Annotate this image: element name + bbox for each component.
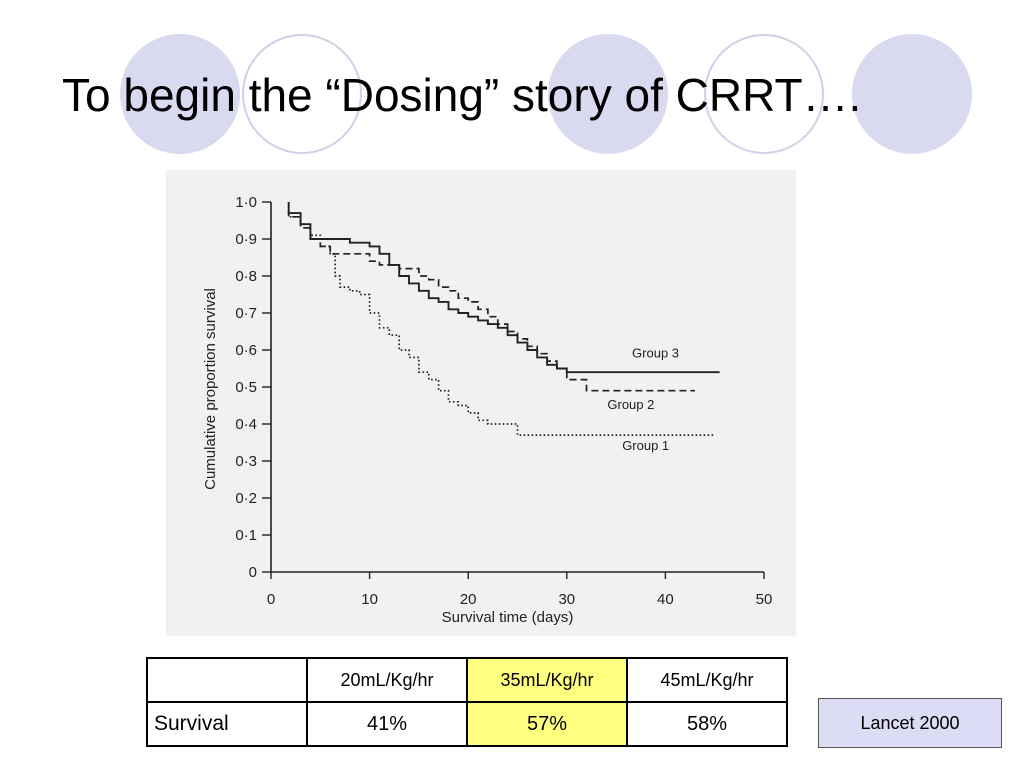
y-tick-label: 0	[249, 564, 257, 581]
survival-35-cell: 57%	[466, 701, 628, 747]
y-tick-label: 0·1	[235, 527, 257, 544]
survival-20-cell: 41%	[306, 701, 468, 747]
y-tick-label: 0·8	[235, 268, 257, 285]
x-tick-label: 50	[756, 591, 773, 608]
series-line-group-2	[287, 209, 695, 392]
x-tick-label: 20	[460, 591, 477, 608]
decorative-circle	[548, 34, 668, 154]
survival-45-cell: 58%	[626, 701, 788, 747]
table-header-row: 20mL/Kg/hr 35mL/Kg/hr 45mL/Kg/hr	[146, 657, 788, 703]
dose-45-header: 45mL/Kg/hr	[626, 657, 788, 703]
series-label-group-1: Group 1	[622, 438, 669, 453]
slide-title: To begin the “Dosing” story of CRRT….	[62, 69, 862, 121]
survival-row-label: Survival	[146, 701, 308, 747]
chart-svg: 0 10 20 30 40 50 0 0·1 0·2 0·3 0·4 0·5 0·6 0·7 0·8 0·9 1…	[202, 194, 773, 626]
dose-survival-table: 20mL/Kg/hr 35mL/Kg/hr 45mL/Kg/hr Surviva…	[146, 657, 788, 747]
citation-box: Lancet 2000	[818, 698, 1002, 748]
survival-chart: 0 10 20 30 40 50 0 0·1 0·2 0·3 0·4 0·5 0·6 0·7 0·8 0·9 1…	[166, 170, 796, 636]
series-label-group-3: Group 3	[632, 345, 679, 360]
y-tick-label: 0·3	[235, 453, 257, 470]
decorative-circle	[852, 34, 972, 154]
dose-35-header: 35mL/Kg/hr	[466, 657, 628, 703]
decorative-circle	[120, 34, 240, 154]
x-axis-title: Survival time (days)	[442, 609, 574, 626]
y-tick-label: 1·0	[235, 194, 257, 211]
y-tick-label: 0·9	[235, 231, 257, 248]
decorative-circle	[704, 34, 824, 154]
y-tick-label: 0·5	[235, 379, 257, 396]
y-axis-title: Cumulative proportion survival	[202, 288, 219, 490]
x-tick-label: 30	[558, 591, 575, 608]
dose-20-header: 20mL/Kg/hr	[306, 657, 468, 703]
x-tick-label: 10	[361, 591, 378, 608]
series-label-group-2: Group 2	[607, 397, 654, 412]
series-line-group-3	[287, 202, 720, 374]
x-tick-label: 0	[267, 591, 275, 608]
y-tick-label: 0·4	[235, 416, 257, 433]
table-corner-cell	[146, 657, 308, 703]
y-tick-label: 0·7	[235, 305, 257, 322]
y-tick-label: 0·6	[235, 342, 257, 359]
table-row: Survival 41% 57% 58%	[146, 701, 788, 747]
y-tick-label: 0·2	[235, 490, 257, 507]
series-line-group-1	[287, 202, 715, 436]
x-tick-label: 40	[657, 591, 674, 608]
decorative-circle	[242, 34, 362, 154]
